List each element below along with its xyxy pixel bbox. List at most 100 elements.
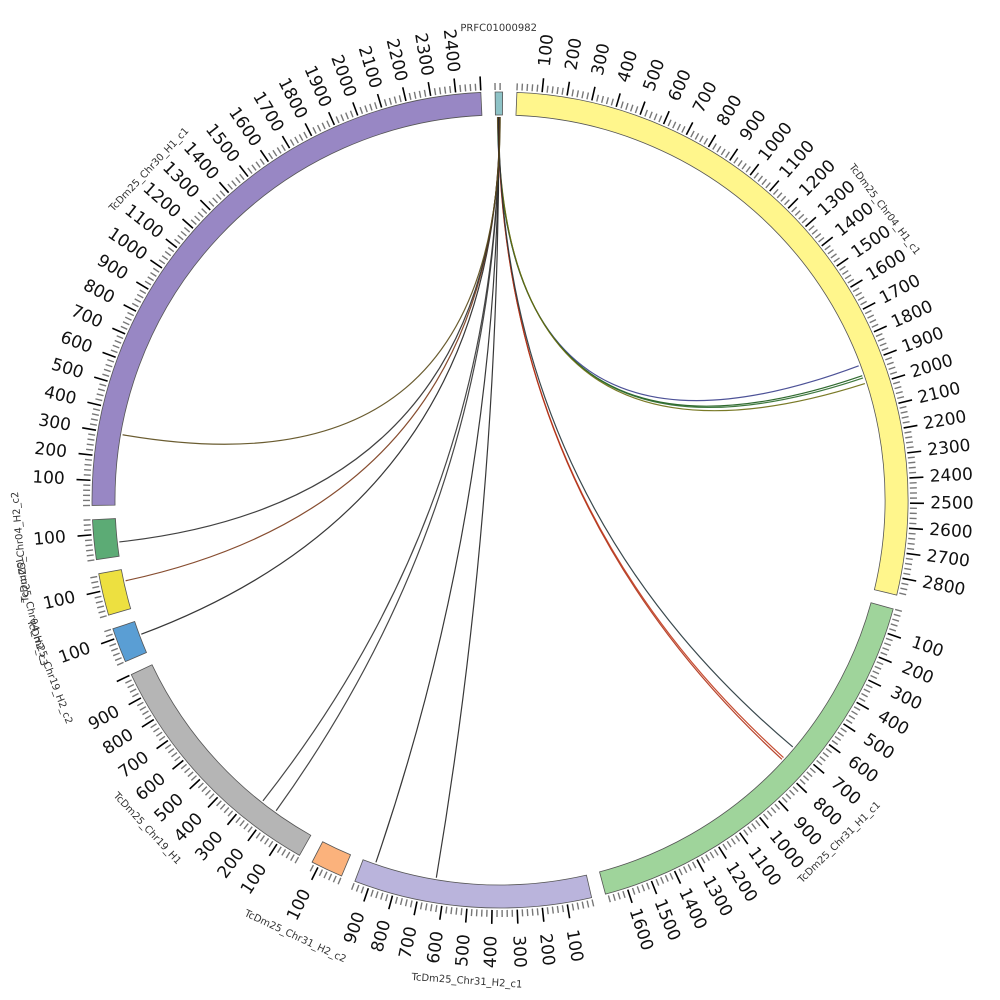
major-tick (352, 102, 359, 116)
minor-tick (247, 167, 253, 174)
tick-label: 900 (93, 251, 131, 285)
tick-label: 800 (80, 275, 118, 308)
major-tick (867, 679, 882, 687)
major-tick (878, 656, 892, 664)
major-tick (439, 905, 443, 920)
minor-tick (681, 125, 686, 133)
minor-tick (865, 683, 873, 689)
tick-label: 200 (33, 439, 67, 462)
minor-tick (586, 900, 590, 908)
minor-tick (251, 164, 257, 171)
tick-label: 400 (614, 48, 642, 85)
minor-tick (877, 337, 885, 342)
minor-tick (268, 840, 274, 848)
minor-tick (672, 121, 677, 129)
minor-tick (303, 131, 308, 139)
minor-tick (726, 840, 732, 848)
minor-tick (571, 89, 574, 97)
minor-tick (285, 851, 291, 859)
minor-tick (546, 907, 549, 915)
minor-tick (847, 278, 855, 284)
major-tick (856, 701, 870, 710)
major-tick (401, 87, 407, 102)
minor-tick (641, 884, 646, 892)
minor-tick (814, 233, 822, 239)
minor-tick (622, 890, 626, 899)
minor-tick (385, 894, 389, 902)
minor-tick (90, 575, 98, 579)
minor-tick (393, 96, 397, 104)
minor-tick (88, 433, 96, 436)
tick-label: 100 (535, 33, 558, 67)
minor-tick (586, 92, 590, 100)
minor-tick (208, 200, 215, 207)
minor-tick (235, 177, 241, 184)
minor-tick (908, 537, 916, 540)
major-tick (873, 325, 888, 333)
minor-tick (132, 692, 139, 698)
minor-tick (204, 789, 211, 796)
minor-tick (144, 714, 152, 720)
minor-tick (712, 143, 717, 150)
segment-chr04h2c3 (98, 569, 132, 616)
minor-tick (268, 152, 274, 160)
minor-tick (107, 358, 115, 363)
minor-tick (394, 896, 399, 904)
minor-tick (644, 109, 649, 117)
minor-tick (667, 119, 672, 127)
minor-tick (772, 188, 779, 195)
minor-tick (824, 245, 831, 251)
minor-tick (837, 731, 845, 737)
minor-tick (743, 829, 749, 836)
minor-tick (531, 908, 534, 916)
minor-tick (699, 135, 704, 143)
minor-tick (323, 871, 328, 879)
tick-label: 500 (640, 57, 670, 94)
minor-tick (890, 623, 898, 627)
major-tick (907, 450, 922, 454)
tick-label: 2700 (925, 546, 971, 571)
minor-tick (561, 87, 564, 95)
major-tick (707, 134, 717, 148)
minor-tick (906, 446, 914, 449)
minor-tick (842, 270, 849, 276)
minor-tick (676, 123, 681, 131)
minor-tick (576, 90, 580, 98)
minor-tick (449, 85, 452, 94)
minor-tick (90, 418, 98, 421)
tick-label: 300 (887, 682, 925, 714)
minor-tick (316, 124, 322, 132)
minor-tick (536, 84, 539, 92)
major-tick (796, 782, 808, 794)
minor-tick (158, 259, 166, 265)
tick-label: 400 (481, 935, 502, 968)
minor-tick (95, 398, 103, 402)
minor-tick (822, 752, 829, 758)
major-tick (902, 577, 917, 582)
major-tick (891, 374, 906, 380)
minor-tick (903, 572, 911, 576)
tick-label: 800 (368, 918, 396, 955)
minor-tick (905, 436, 913, 439)
minor-tick (730, 838, 736, 845)
tick-label: 700 (689, 78, 722, 116)
minor-tick (875, 333, 883, 338)
minor-tick (904, 567, 912, 571)
minor-tick (190, 775, 197, 781)
minor-tick (880, 651, 888, 656)
major-tick (156, 739, 169, 750)
minor-tick (174, 238, 181, 245)
tick-label: 500 (452, 934, 475, 968)
minor-tick (419, 902, 423, 910)
major-tick (464, 908, 468, 923)
minor-tick (716, 145, 722, 153)
tick-label: 2400 (929, 465, 973, 487)
minor-tick (152, 267, 160, 273)
major-tick (566, 904, 571, 919)
link-chr31c1 (497, 117, 783, 760)
minor-tick (399, 898, 403, 906)
link-chr31c1 (497, 117, 784, 758)
minor-tick (905, 441, 914, 444)
tick-label: 100 (237, 860, 271, 898)
minor-tick (167, 747, 175, 754)
